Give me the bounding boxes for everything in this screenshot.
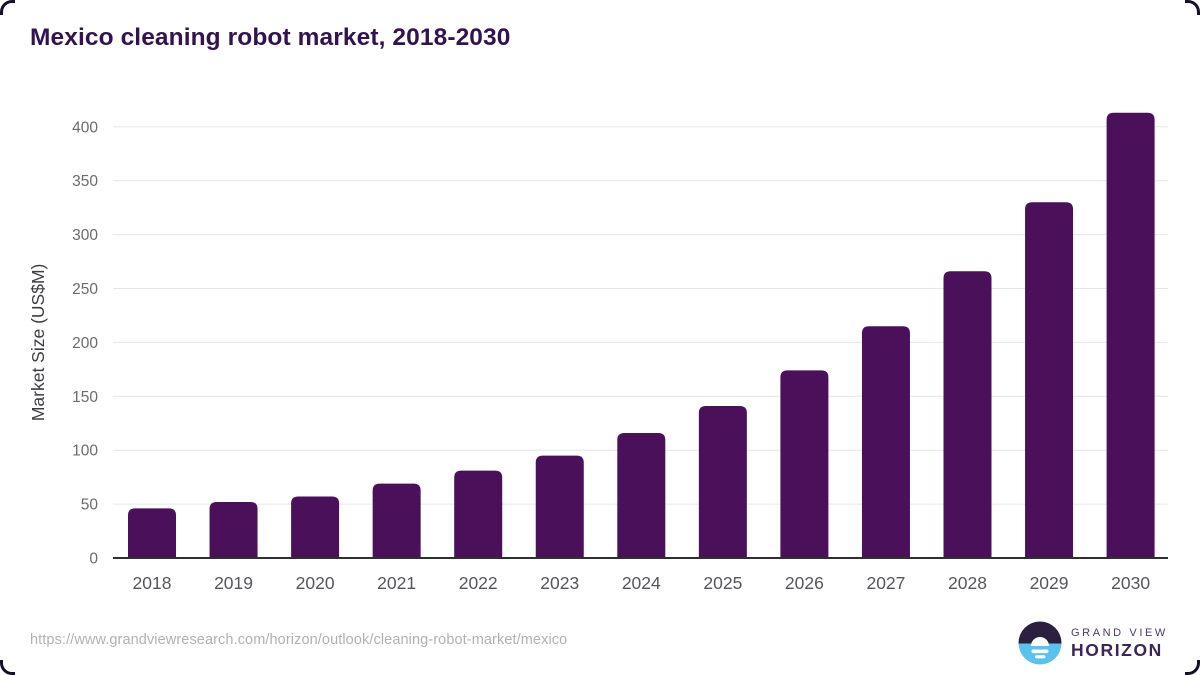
rounded-corner-decoration: [0, 660, 15, 675]
bar-2018[interactable]: [128, 508, 176, 557]
logo-brand-top: GRAND VIEW: [1071, 626, 1168, 639]
xtick-label-2026: 2026: [785, 573, 824, 593]
xtick-label-2028: 2028: [948, 573, 987, 593]
bar-2030[interactable]: [1106, 112, 1155, 557]
ytick-label-400: 400: [72, 119, 98, 136]
xtick-label-2019: 2019: [214, 573, 253, 593]
horizon-sun-icon: [1018, 621, 1062, 665]
ytick-label-50: 50: [81, 497, 99, 514]
bar-2029[interactable]: [1025, 202, 1074, 557]
bar-2027[interactable]: [861, 326, 910, 557]
logo-brand-bottom: HORIZON: [1071, 639, 1163, 660]
ytick-label-0: 0: [89, 551, 98, 568]
bar-2026[interactable]: [780, 370, 829, 557]
bar-2019[interactable]: [209, 501, 258, 557]
ytick-label-300: 300: [72, 227, 98, 244]
source-url[interactable]: https://www.grandviewresearch.com/horizo…: [30, 632, 568, 648]
xtick-label-2022: 2022: [459, 573, 498, 593]
bar-2020[interactable]: [291, 496, 340, 557]
bar-2023[interactable]: [535, 455, 584, 557]
ytick-label-100: 100: [72, 443, 98, 460]
chart-title: Mexico cleaning robot market, 2018-2030: [30, 24, 511, 51]
rounded-corner-decoration: [1185, 0, 1200, 15]
logo-wordmark: GRAND VIEW HORIZON: [1071, 627, 1168, 660]
y-axis-title: Market Size (US$M): [28, 264, 48, 422]
xtick-label-2023: 2023: [540, 573, 579, 593]
ytick-label-200: 200: [72, 335, 98, 352]
xtick-label-2030: 2030: [1111, 573, 1150, 593]
ytick-label-150: 150: [72, 389, 98, 406]
bar-2021[interactable]: [372, 483, 421, 557]
bar-2028[interactable]: [943, 271, 992, 557]
xtick-label-2020: 2020: [296, 573, 335, 593]
bar-2024[interactable]: [617, 432, 666, 557]
xtick-label-2018: 2018: [133, 573, 172, 593]
ytick-label-350: 350: [72, 173, 98, 190]
bar-2022[interactable]: [454, 470, 503, 557]
xtick-label-2025: 2025: [703, 573, 742, 593]
bar-chart: 0 50 100 150 200 250 300 350 400 2018 2019 2020 2021…: [28, 112, 1168, 593]
rounded-corner-decoration: [0, 0, 15, 15]
rounded-corner-decoration: [1185, 660, 1200, 675]
ytick-label-250: 250: [72, 281, 98, 298]
xtick-label-2021: 2021: [377, 573, 416, 593]
grand-view-horizon-logo[interactable]: GRAND VIEW HORIZON: [1018, 621, 1168, 665]
xtick-label-2029: 2029: [1030, 573, 1069, 593]
xtick-label-2027: 2027: [866, 573, 905, 593]
xtick-label-2024: 2024: [622, 573, 661, 593]
bar-2025[interactable]: [698, 406, 747, 557]
